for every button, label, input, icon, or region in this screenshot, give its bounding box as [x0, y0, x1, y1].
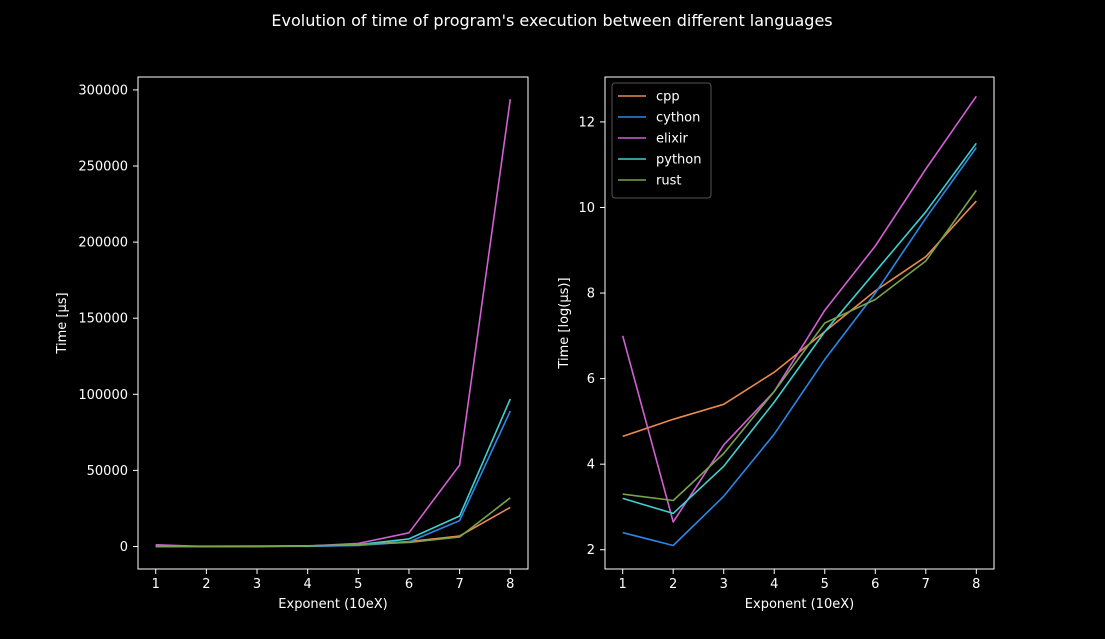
legend-label-cython: cython — [656, 111, 700, 126]
series-line-cython — [622, 147, 977, 547]
y-axis-label: Time [log(µs)] — [557, 277, 572, 369]
y-tick-label: 200000 — [78, 236, 128, 251]
legend-label-cpp: cpp — [656, 90, 680, 105]
x-axis-label: Exponent (10eX) — [745, 597, 854, 612]
y-tick-label: 50000 — [87, 464, 128, 479]
x-tick-label: 3 — [253, 577, 261, 592]
x-tick-label: 5 — [821, 577, 829, 592]
x-tick-label: 8 — [506, 577, 514, 592]
axes-frame — [604, 76, 995, 570]
y-tick-label: 300000 — [78, 83, 128, 98]
x-tick-label: 2 — [202, 577, 210, 592]
y-tick-label: 0 — [120, 540, 128, 555]
y-tick-label: 150000 — [78, 312, 128, 327]
series-line-rust — [622, 189, 977, 502]
x-tick-label: 4 — [304, 577, 312, 592]
axes-frame — [137, 76, 529, 570]
x-tick-label: 6 — [871, 577, 879, 592]
y-tick-label: 10 — [578, 201, 595, 216]
x-tick-label: 1 — [152, 577, 160, 592]
y-tick-label: 2 — [587, 543, 595, 558]
legend-label-rust: rust — [656, 174, 681, 189]
x-tick-label: 1 — [619, 577, 627, 592]
y-tick-label: 8 — [587, 287, 595, 302]
y-tick-label: 250000 — [78, 160, 128, 175]
legend-label-elixir: elixir — [656, 132, 689, 147]
x-tick-label: 5 — [354, 577, 362, 592]
x-tick-label: 6 — [405, 577, 413, 592]
y-tick-label: 100000 — [78, 388, 128, 403]
series-line-python — [622, 142, 977, 515]
series-line-rust — [155, 497, 511, 548]
x-axis-label: Exponent (10eX) — [278, 597, 387, 612]
x-tick-label: 7 — [922, 577, 930, 592]
legend-label-python: python — [656, 153, 701, 168]
x-tick-label: 8 — [972, 577, 980, 592]
x-tick-label: 2 — [669, 577, 677, 592]
figure-title: Evolution of time of program's execution… — [271, 11, 832, 30]
x-tick-label: 3 — [720, 577, 728, 592]
y-tick-label: 12 — [578, 115, 595, 130]
x-tick-label: 4 — [770, 577, 778, 592]
left-chart-linear: 1 2 3 4 5 6 7 8 0 50000 100000 150000 200000 250000 30… — [55, 76, 529, 612]
y-tick-label: 4 — [587, 458, 595, 473]
series-line-elixir — [621, 95, 977, 523]
y-tick-label: 6 — [587, 372, 595, 387]
x-tick-label: 7 — [455, 577, 463, 592]
legend-box — [611, 82, 712, 199]
y-axis-label: Time [µs] — [55, 292, 70, 354]
legend: cpp cython elixir python rust — [611, 82, 712, 199]
